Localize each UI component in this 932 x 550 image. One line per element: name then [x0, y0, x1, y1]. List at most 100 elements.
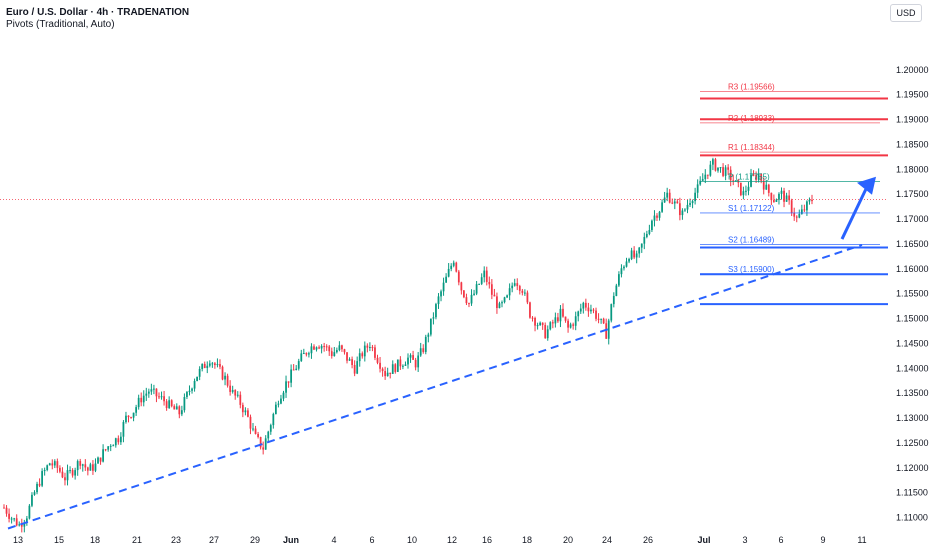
candle-body	[577, 311, 580, 317]
x-tick-label: 4	[331, 535, 336, 545]
candle-body	[302, 353, 305, 355]
candle-body	[651, 220, 653, 231]
candle-body	[562, 308, 564, 317]
candle-body	[122, 422, 125, 437]
candle-body	[323, 346, 326, 348]
candle-body	[762, 180, 765, 190]
candle-body	[8, 513, 10, 519]
candle-body	[417, 355, 420, 368]
projection-arrow	[840, 184, 870, 240]
candle-body	[386, 372, 389, 377]
candle-body	[282, 392, 285, 399]
y-tick-label: 1.16000	[896, 264, 929, 274]
candle-body	[221, 366, 224, 380]
candle-body	[668, 192, 671, 203]
candle-body	[747, 186, 750, 191]
candle-body	[214, 363, 216, 366]
candle-body	[318, 347, 320, 349]
candle-body	[280, 398, 282, 404]
candle-body	[81, 464, 84, 466]
candle-body	[381, 368, 384, 372]
candle-body	[328, 346, 331, 352]
candle-body	[676, 201, 679, 204]
candle-body	[706, 174, 709, 176]
candle-body	[38, 483, 41, 486]
candle-body	[534, 317, 536, 326]
candle-body	[259, 437, 262, 448]
candle-body	[92, 464, 94, 471]
candle-body	[125, 415, 127, 423]
candle-body	[351, 359, 353, 366]
candle-body	[793, 212, 796, 217]
candle-body	[750, 174, 752, 187]
candle-body	[778, 193, 780, 200]
pivot-label: P (1.17755)	[728, 172, 770, 181]
candle-body	[399, 359, 402, 367]
candle-body	[137, 397, 140, 408]
candle-body	[13, 518, 16, 520]
candle-body	[732, 180, 735, 182]
candle-body	[564, 316, 567, 321]
candle-body	[600, 318, 602, 320]
candle-body	[427, 334, 430, 337]
candle-body	[468, 303, 470, 305]
candle-body	[432, 317, 435, 319]
candle-body	[407, 357, 409, 365]
candle-body	[15, 518, 18, 526]
candle-body	[287, 381, 290, 383]
candle-body	[241, 404, 244, 413]
price-axis-bg	[888, 0, 932, 550]
currency-button[interactable]: USD	[890, 4, 922, 22]
candle-body	[673, 201, 676, 204]
candle-body	[219, 364, 221, 367]
x-tick-label: 6	[369, 535, 374, 545]
candle-body	[404, 364, 407, 366]
candle-body	[473, 293, 475, 295]
candle-body	[501, 302, 503, 304]
candle-body	[765, 184, 768, 190]
candle-body	[348, 359, 351, 361]
candle-body	[729, 169, 732, 181]
candle-body	[277, 403, 280, 405]
candle-body	[114, 438, 117, 446]
candle-body	[628, 259, 630, 262]
candle-body	[633, 250, 636, 258]
candle-body	[569, 324, 572, 328]
candle-body	[48, 463, 51, 466]
symbol-title[interactable]: Euro / U.S. Dollar · 4h · TRADENATION	[6, 7, 190, 18]
candle-body	[285, 381, 287, 393]
candle-body	[699, 180, 702, 185]
candle-body	[745, 190, 747, 192]
candle-body	[244, 410, 247, 413]
candle-body	[452, 262, 455, 266]
candle-body	[785, 195, 788, 202]
candle-body	[384, 371, 387, 377]
x-tick-label: 6	[778, 535, 783, 545]
candle-body	[59, 467, 61, 472]
candle-body	[574, 316, 577, 326]
candle-body	[772, 200, 775, 202]
y-tick-label: 1.14500	[896, 338, 929, 348]
candle-body	[709, 164, 712, 176]
candle-body	[84, 464, 87, 468]
candle-body	[653, 215, 656, 221]
candle-body	[511, 285, 514, 289]
candle-body	[696, 184, 699, 193]
candle-body	[480, 277, 483, 284]
candle-body	[163, 396, 165, 402]
candle-body	[531, 317, 534, 319]
candle-body	[488, 281, 491, 285]
indicator-label[interactable]: Pivots (Traditional, Auto)	[6, 19, 115, 30]
candle-body	[643, 236, 646, 244]
candle-body	[788, 195, 791, 201]
candle-body	[584, 302, 587, 308]
y-tick-label: 1.12500	[896, 438, 929, 448]
x-tick-label: 24	[602, 535, 612, 545]
candle-body	[193, 380, 196, 389]
candle-body	[361, 353, 364, 357]
x-tick-label: 3	[742, 535, 747, 545]
candle-body	[43, 469, 46, 472]
candle-body	[790, 200, 793, 213]
y-tick-label: 1.19500	[896, 90, 929, 100]
